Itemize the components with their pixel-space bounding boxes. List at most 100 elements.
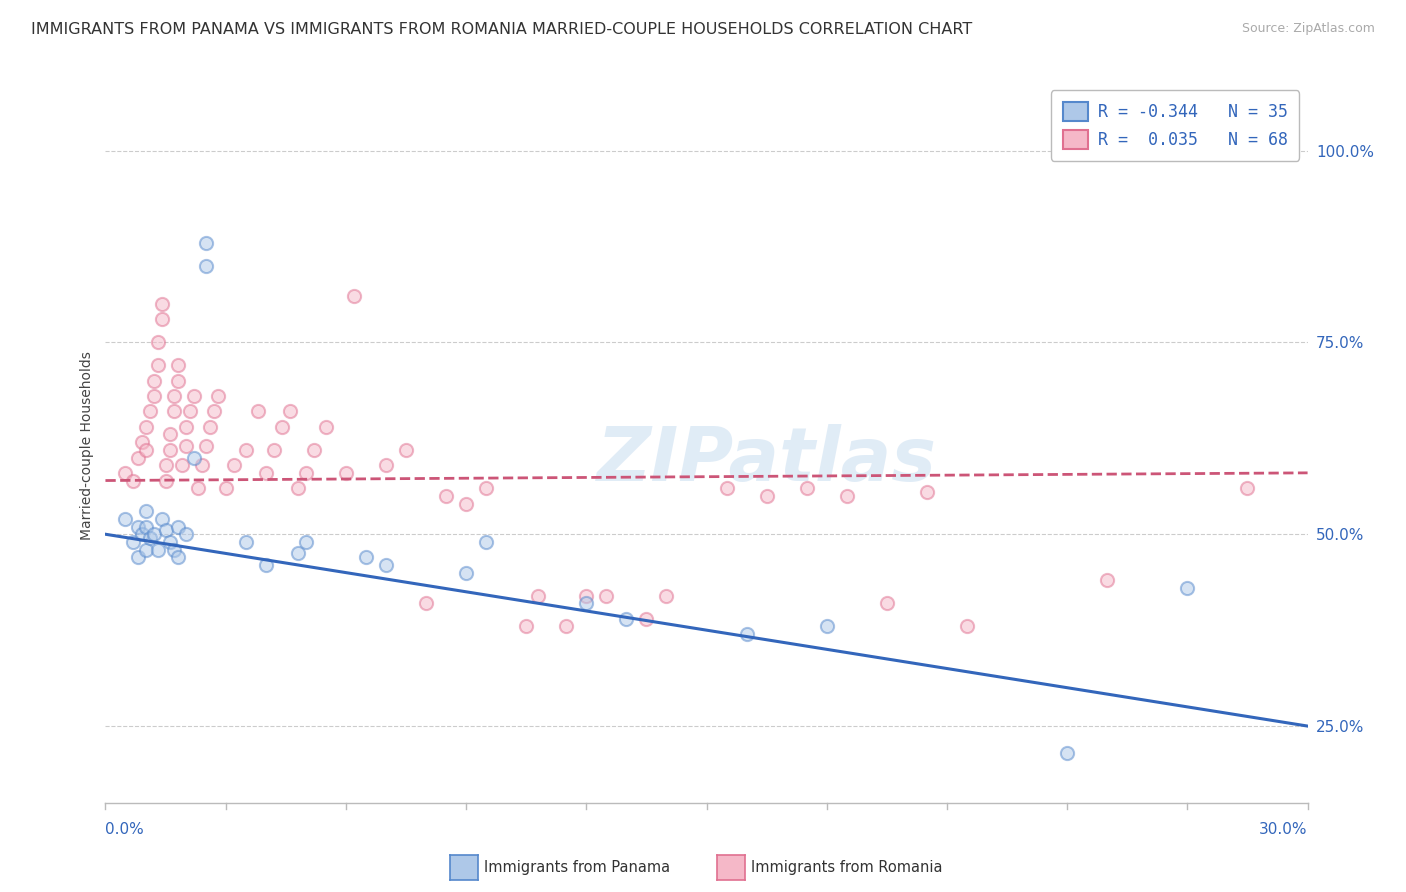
Point	[254, 466, 277, 480]
Point	[1097, 574, 1119, 588]
Point	[415, 596, 437, 610]
Point	[114, 466, 136, 480]
Point	[454, 566, 477, 580]
Point	[183, 450, 205, 465]
Point	[295, 535, 318, 549]
Point	[354, 550, 377, 565]
Point	[155, 474, 177, 488]
Point	[187, 481, 209, 495]
Point	[166, 374, 188, 388]
Point	[374, 458, 398, 473]
Point	[142, 389, 165, 403]
Point	[222, 458, 245, 473]
Point	[636, 612, 658, 626]
Point	[263, 442, 285, 457]
Point	[155, 524, 177, 538]
Point	[815, 619, 838, 633]
Point	[915, 485, 938, 500]
Point	[235, 442, 257, 457]
Point	[150, 297, 173, 311]
Point	[142, 374, 165, 388]
Point	[135, 542, 157, 557]
Point	[162, 542, 184, 557]
Point	[716, 481, 738, 495]
Point	[343, 289, 366, 303]
Point	[150, 312, 173, 326]
Point	[434, 489, 457, 503]
Point	[114, 512, 136, 526]
Point	[616, 612, 638, 626]
Point	[150, 512, 173, 526]
Point	[198, 419, 221, 434]
Point	[475, 535, 498, 549]
Point	[174, 527, 197, 541]
Point	[655, 589, 678, 603]
Point	[162, 404, 184, 418]
Point	[335, 466, 357, 480]
Point	[127, 450, 149, 465]
Point	[555, 619, 578, 633]
Point	[235, 535, 257, 549]
Point	[131, 527, 153, 541]
Text: Source: ZipAtlas.com: Source: ZipAtlas.com	[1241, 22, 1375, 36]
Point	[515, 619, 537, 633]
Point	[270, 419, 292, 434]
Text: ZIPatlas: ZIPatlas	[596, 424, 936, 497]
Point	[122, 474, 145, 488]
Point	[1236, 481, 1258, 495]
Point	[956, 619, 979, 633]
Point	[1177, 581, 1199, 595]
Text: Immigrants from Panama: Immigrants from Panama	[484, 861, 669, 875]
Point	[395, 442, 418, 457]
Legend: R = -0.344   N = 35, R =  0.035   N = 68: R = -0.344 N = 35, R = 0.035 N = 68	[1050, 90, 1299, 161]
Point	[295, 466, 318, 480]
Point	[315, 419, 337, 434]
Point	[194, 439, 217, 453]
Point	[146, 335, 169, 350]
Point	[287, 546, 309, 560]
Point	[127, 519, 149, 533]
Point	[876, 596, 898, 610]
Point	[194, 259, 217, 273]
Point	[131, 435, 153, 450]
Point	[278, 404, 301, 418]
Point	[138, 531, 160, 545]
Point	[287, 481, 309, 495]
Text: Immigrants from Romania: Immigrants from Romania	[751, 861, 942, 875]
Point	[159, 535, 181, 549]
Point	[302, 442, 325, 457]
Point	[146, 542, 169, 557]
Point	[166, 359, 188, 373]
Text: 0.0%: 0.0%	[105, 822, 145, 837]
Point	[162, 389, 184, 403]
Point	[194, 235, 217, 250]
Point	[146, 359, 169, 373]
Point	[374, 558, 398, 572]
Point	[122, 535, 145, 549]
Point	[527, 589, 550, 603]
Point	[159, 442, 181, 457]
Point	[454, 497, 477, 511]
Point	[179, 404, 201, 418]
Point	[135, 519, 157, 533]
Point	[575, 589, 598, 603]
Point	[214, 481, 236, 495]
Point	[796, 481, 818, 495]
Y-axis label: Married-couple Households: Married-couple Households	[80, 351, 94, 541]
Point	[155, 458, 177, 473]
Point	[174, 439, 197, 453]
Point	[254, 558, 277, 572]
Point	[207, 389, 229, 403]
Point	[735, 627, 758, 641]
Point	[174, 419, 197, 434]
Point	[475, 481, 498, 495]
Point	[135, 442, 157, 457]
Point	[170, 458, 193, 473]
Point	[1056, 746, 1078, 760]
Point	[138, 404, 160, 418]
Point	[755, 489, 778, 503]
Text: 30.0%: 30.0%	[1260, 822, 1308, 837]
Point	[575, 596, 598, 610]
Point	[135, 419, 157, 434]
Point	[166, 550, 188, 565]
